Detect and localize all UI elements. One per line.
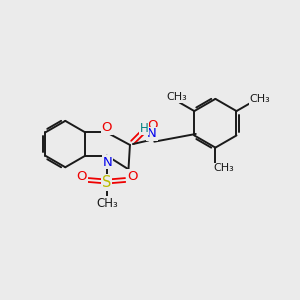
Text: CH₃: CH₃ xyxy=(96,197,118,210)
Text: O: O xyxy=(76,170,87,183)
Text: CH₃: CH₃ xyxy=(250,94,270,104)
Text: N: N xyxy=(103,156,112,169)
Text: O: O xyxy=(127,170,137,183)
Text: H: H xyxy=(140,122,148,134)
Text: CH₃: CH₃ xyxy=(213,163,234,173)
Text: O: O xyxy=(101,121,112,134)
Text: S: S xyxy=(102,175,112,190)
Text: N: N xyxy=(147,128,157,140)
Text: O: O xyxy=(147,119,158,132)
Text: CH₃: CH₃ xyxy=(167,92,188,103)
